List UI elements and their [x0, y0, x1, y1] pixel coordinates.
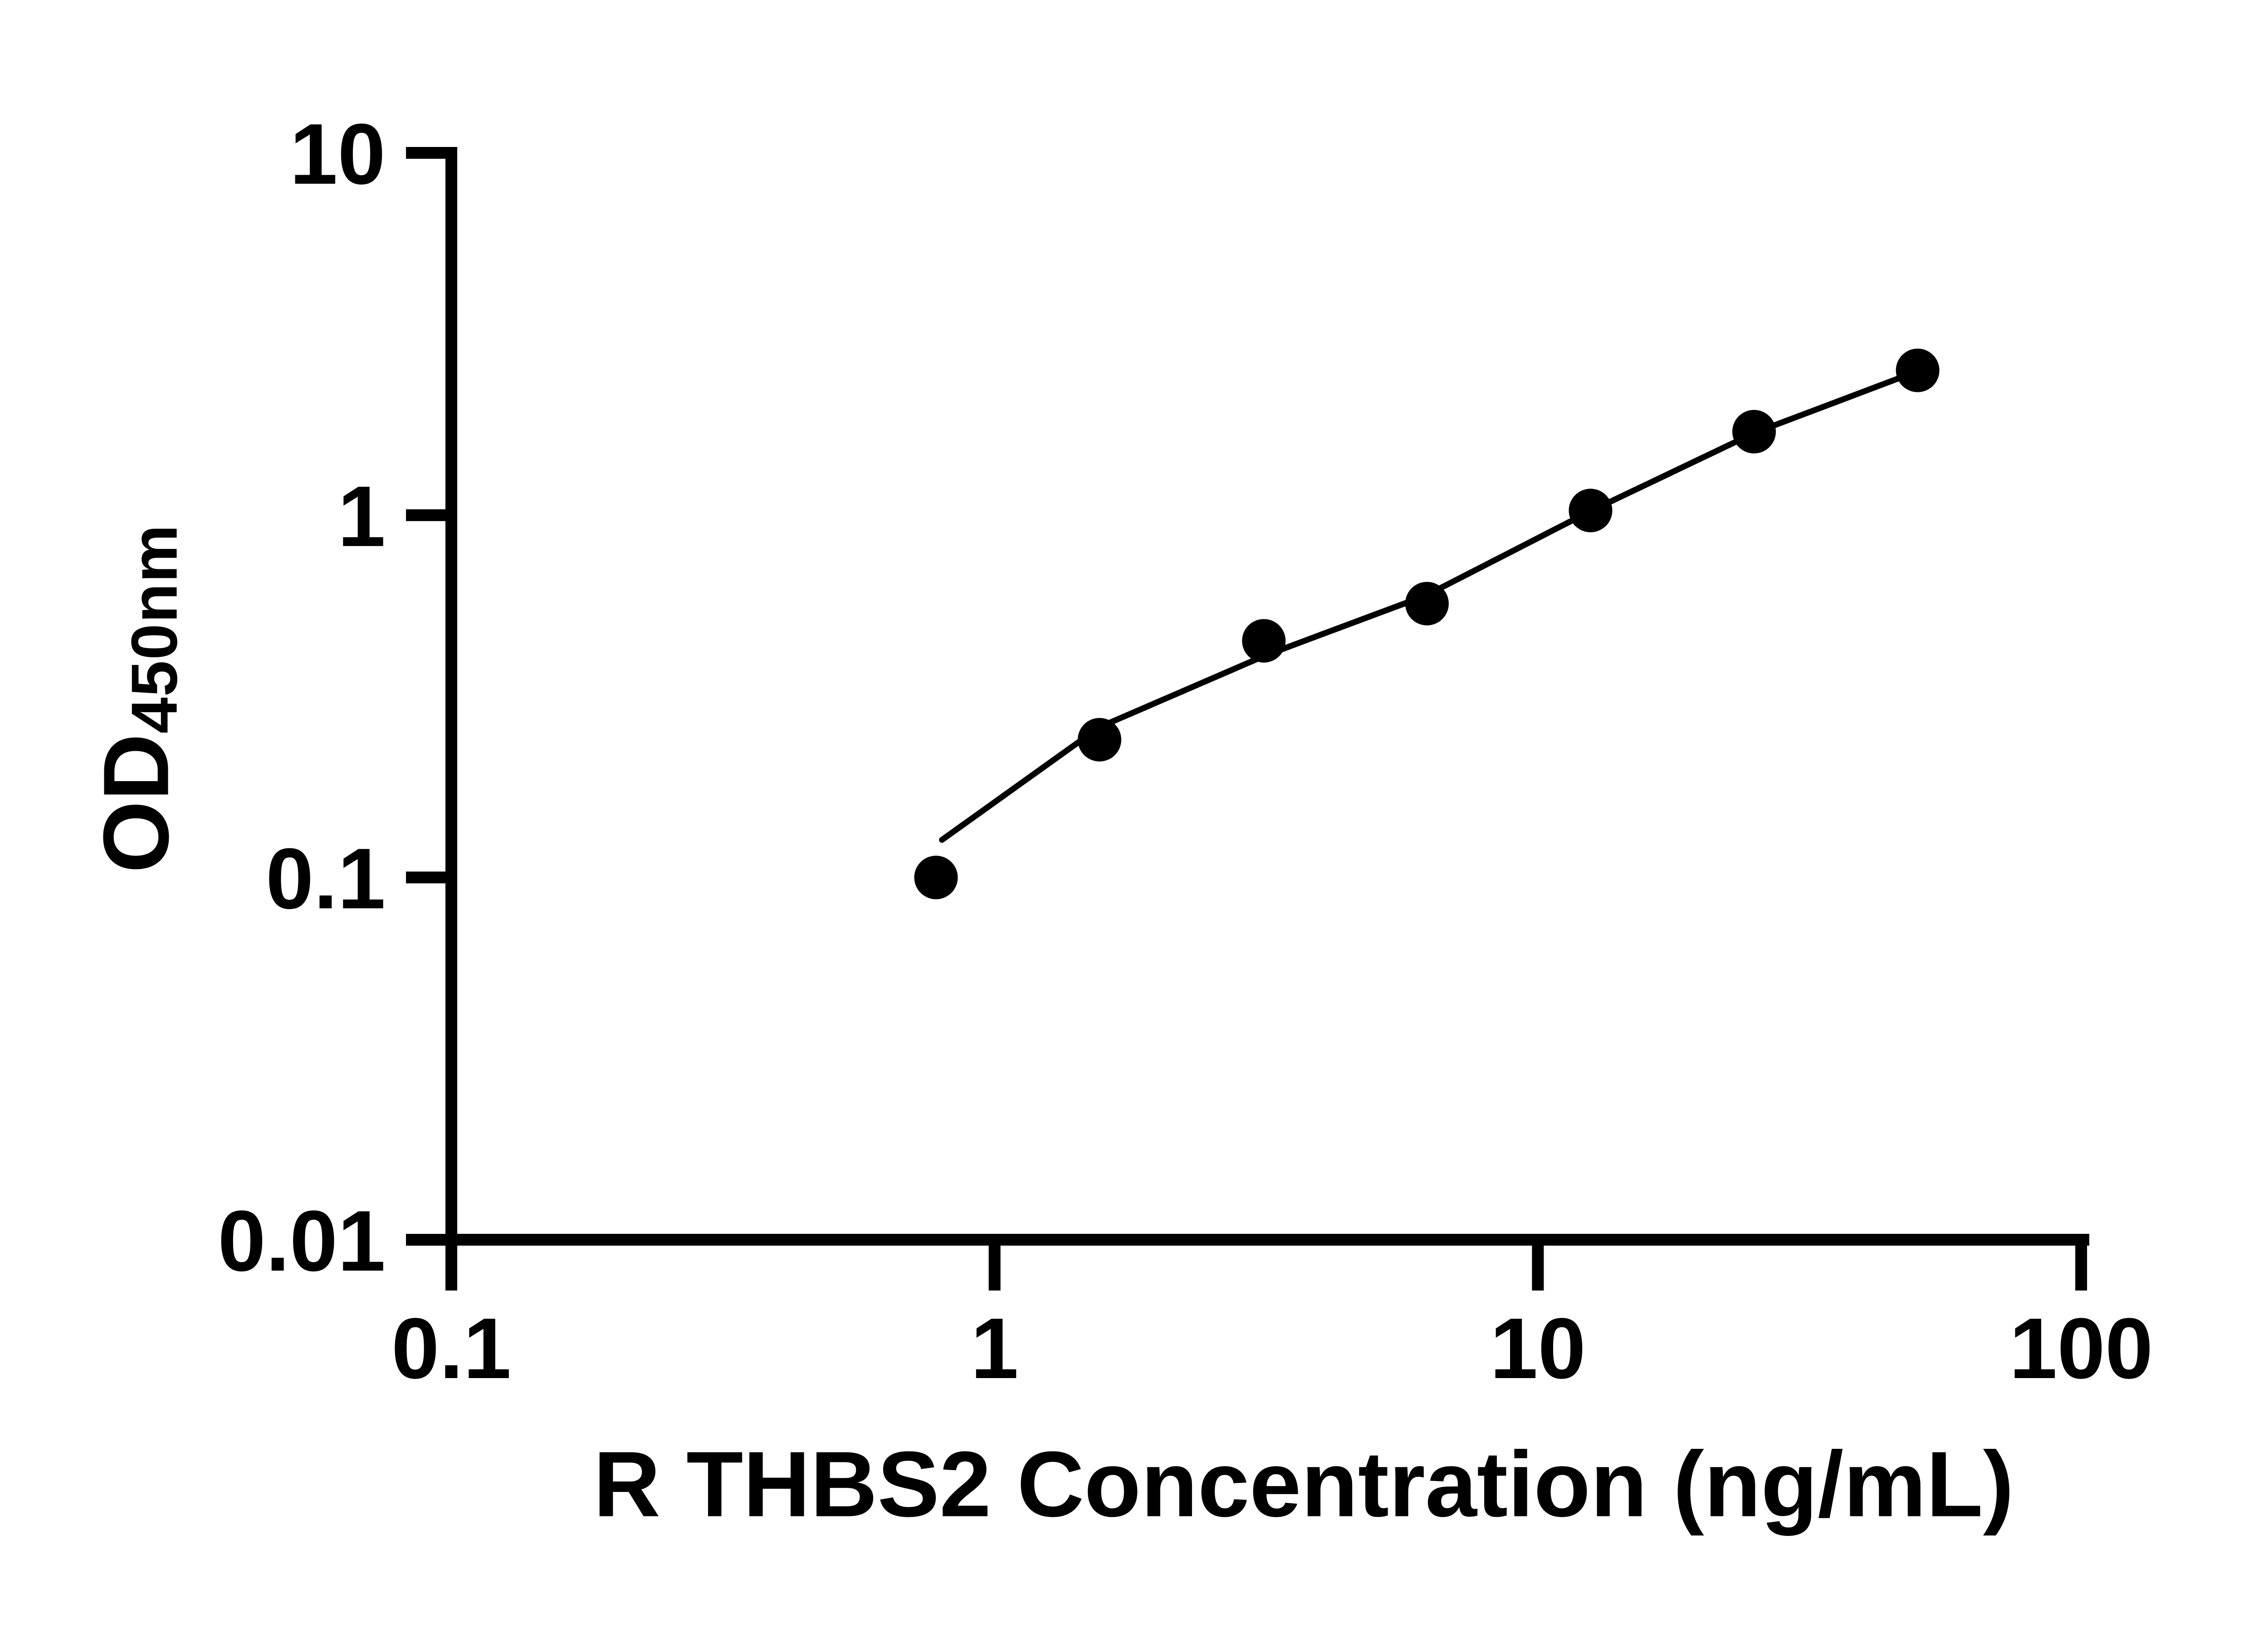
y-axis-title: OD450nm [84, 524, 191, 873]
data-point [1732, 410, 1776, 454]
x-tick-label: 100 [2009, 1301, 2153, 1397]
data-point [1078, 718, 1121, 762]
x-axis-title-text: R THBS2 Concentration (ng/mL) [593, 1432, 2014, 1536]
data-point [1896, 348, 1940, 392]
data-point [1405, 582, 1449, 626]
data-point [914, 856, 958, 900]
y-tick-label: 0.1 [266, 831, 386, 927]
y-axis-title-subscript: 450nm [118, 524, 191, 734]
x-tick-label: 1 [971, 1301, 1019, 1397]
y-tick-label: 10 [290, 106, 386, 202]
x-axis-title: R THBS2 Concentration (ng/mL) [593, 1438, 2014, 1531]
x-tick-label: 10 [1490, 1301, 1586, 1397]
data-point [1242, 619, 1286, 663]
y-tick-label: 0.01 [218, 1193, 386, 1289]
y-tick-label: 1 [337, 469, 386, 565]
data-point [1569, 489, 1613, 533]
y-axis-title-main: OD [84, 733, 188, 873]
x-tick-label: 0.1 [391, 1301, 511, 1397]
